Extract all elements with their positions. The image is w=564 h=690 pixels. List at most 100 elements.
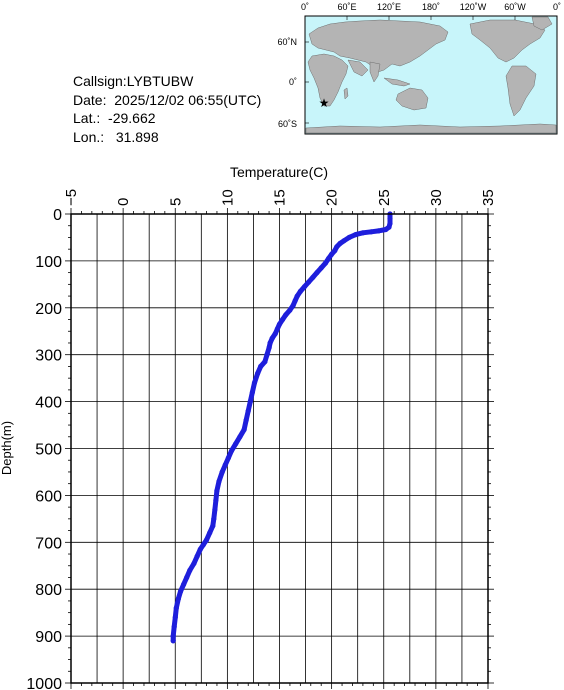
profile-point (274, 326, 280, 332)
callsign-label: Callsign: (73, 73, 127, 89)
profile-point (237, 434, 243, 440)
x-tick-label: 35 (480, 189, 497, 206)
station-info: Callsign:LYBTUBW Date: 2025/12/02 06:55(… (73, 72, 261, 146)
profile-point (346, 234, 352, 240)
profile-point (368, 229, 374, 235)
profile-point (249, 389, 255, 395)
temperature-profile-series (170, 211, 393, 644)
land-indonesia (383, 77, 411, 87)
profile-point (211, 516, 217, 522)
profile-point (170, 638, 176, 644)
y-tick-label: 300 (35, 348, 62, 365)
profile-point (332, 248, 338, 254)
lon-value: 31.898 (115, 128, 159, 145)
world-map-inset: 0˚ 60˚E 120˚E 180˚ 120˚W 60˚W 0˚ 60˚N 0˚ 60˚S (277, 2, 561, 135)
profile-point (329, 251, 335, 257)
map-landmasses (305, 16, 557, 134)
lon-label: Lon.: (73, 128, 105, 145)
y-tick-label: 400 (35, 395, 62, 412)
profile-point (383, 226, 389, 233)
profile-point (353, 232, 359, 238)
land-north-america (469, 19, 546, 63)
profile-point (214, 488, 220, 494)
callsign-value: LYBTUBW (126, 73, 194, 89)
profile-point (197, 546, 203, 552)
profile-point (184, 574, 190, 581)
profile-point (318, 265, 324, 271)
profile-point (225, 455, 231, 461)
map-lon-tick-label: 120˚W (460, 2, 487, 12)
station-marker-star-icon: ★ (319, 96, 330, 110)
lat-row: Lat.: -29.662 (73, 109, 261, 128)
land-madagascar (343, 87, 349, 100)
profile-point (375, 228, 382, 234)
profile-point (258, 363, 264, 369)
profile-point (228, 448, 235, 454)
profile-point (292, 298, 298, 304)
profile-point (181, 581, 187, 588)
profile-point (216, 478, 222, 484)
profile-point (290, 302, 296, 309)
land-greenland (531, 16, 553, 31)
y-tick-label: 900 (35, 629, 62, 646)
profile-point (191, 560, 197, 567)
land-antarctica (305, 123, 557, 134)
profile-point (219, 469, 225, 475)
profile-point (171, 624, 177, 630)
date-row: Date: 2025/12/02 06:55(UTC) (73, 91, 261, 110)
profile-point (322, 260, 328, 266)
y-tick-label: 800 (35, 582, 62, 599)
map-lon-tick-label: 0˚ (553, 2, 561, 12)
profile-point (243, 417, 249, 423)
x-tick-label: 30 (428, 189, 445, 206)
profile-point (310, 274, 316, 280)
profile-point (269, 335, 275, 341)
profile-point (241, 427, 247, 433)
profile-point (272, 331, 278, 337)
profile-point (187, 567, 193, 574)
lat-label: Lat.: (73, 110, 101, 126)
profile-point (341, 238, 347, 244)
lat-value: -29.662 (108, 110, 156, 126)
x-tick-label: 20 (324, 189, 341, 206)
date-label: Date: (73, 91, 107, 108)
profile-point (200, 542, 206, 548)
profile-point (251, 380, 258, 386)
profile-point (306, 279, 312, 285)
map-lon-tick-label: 0˚ (301, 2, 309, 12)
land-australia (395, 87, 429, 111)
map-lat-tick-label: 60˚S (278, 119, 297, 129)
profile-point (194, 553, 200, 560)
profile-point (203, 537, 210, 543)
profile-point (360, 230, 366, 236)
profile-point (387, 216, 393, 222)
x-tick-label: 15 (272, 189, 289, 206)
profile-point (222, 462, 228, 468)
map-lat-tick-label: 60˚N (277, 37, 297, 47)
x-tick-label: 25 (376, 189, 393, 206)
profile-point (172, 614, 178, 620)
profile-point (207, 530, 213, 536)
x-tick-label: 0 (115, 198, 132, 206)
lon-row: Lon.: 31.898 (73, 128, 261, 147)
y-tick-label: 600 (35, 488, 62, 505)
date-value: 2025/12/02 06:55(UTC) (114, 91, 262, 108)
map-longitude-tick-labels: 0˚ 60˚E 120˚E 180˚ 120˚W 60˚W 0˚ (301, 2, 561, 12)
map-lon-tick-label: 60˚W (504, 2, 526, 12)
profile-point (337, 240, 343, 247)
profile-point (297, 288, 303, 294)
map-lon-tick-label: 120˚E (377, 2, 401, 12)
profile-point (170, 633, 176, 639)
map-lon-tick-label: 180˚ (422, 2, 440, 12)
profile-point (212, 506, 218, 513)
profile-point (245, 408, 251, 414)
profile-point (283, 312, 289, 318)
profile-point (175, 596, 181, 602)
map-lon-tick-label: 60˚E (337, 2, 356, 12)
profile-point (266, 345, 272, 351)
land-africa (307, 53, 349, 107)
y-tick-label: 200 (35, 301, 62, 318)
profile-point (210, 523, 216, 529)
profile-point (173, 605, 179, 611)
y-tick-label: 0 (53, 207, 62, 224)
